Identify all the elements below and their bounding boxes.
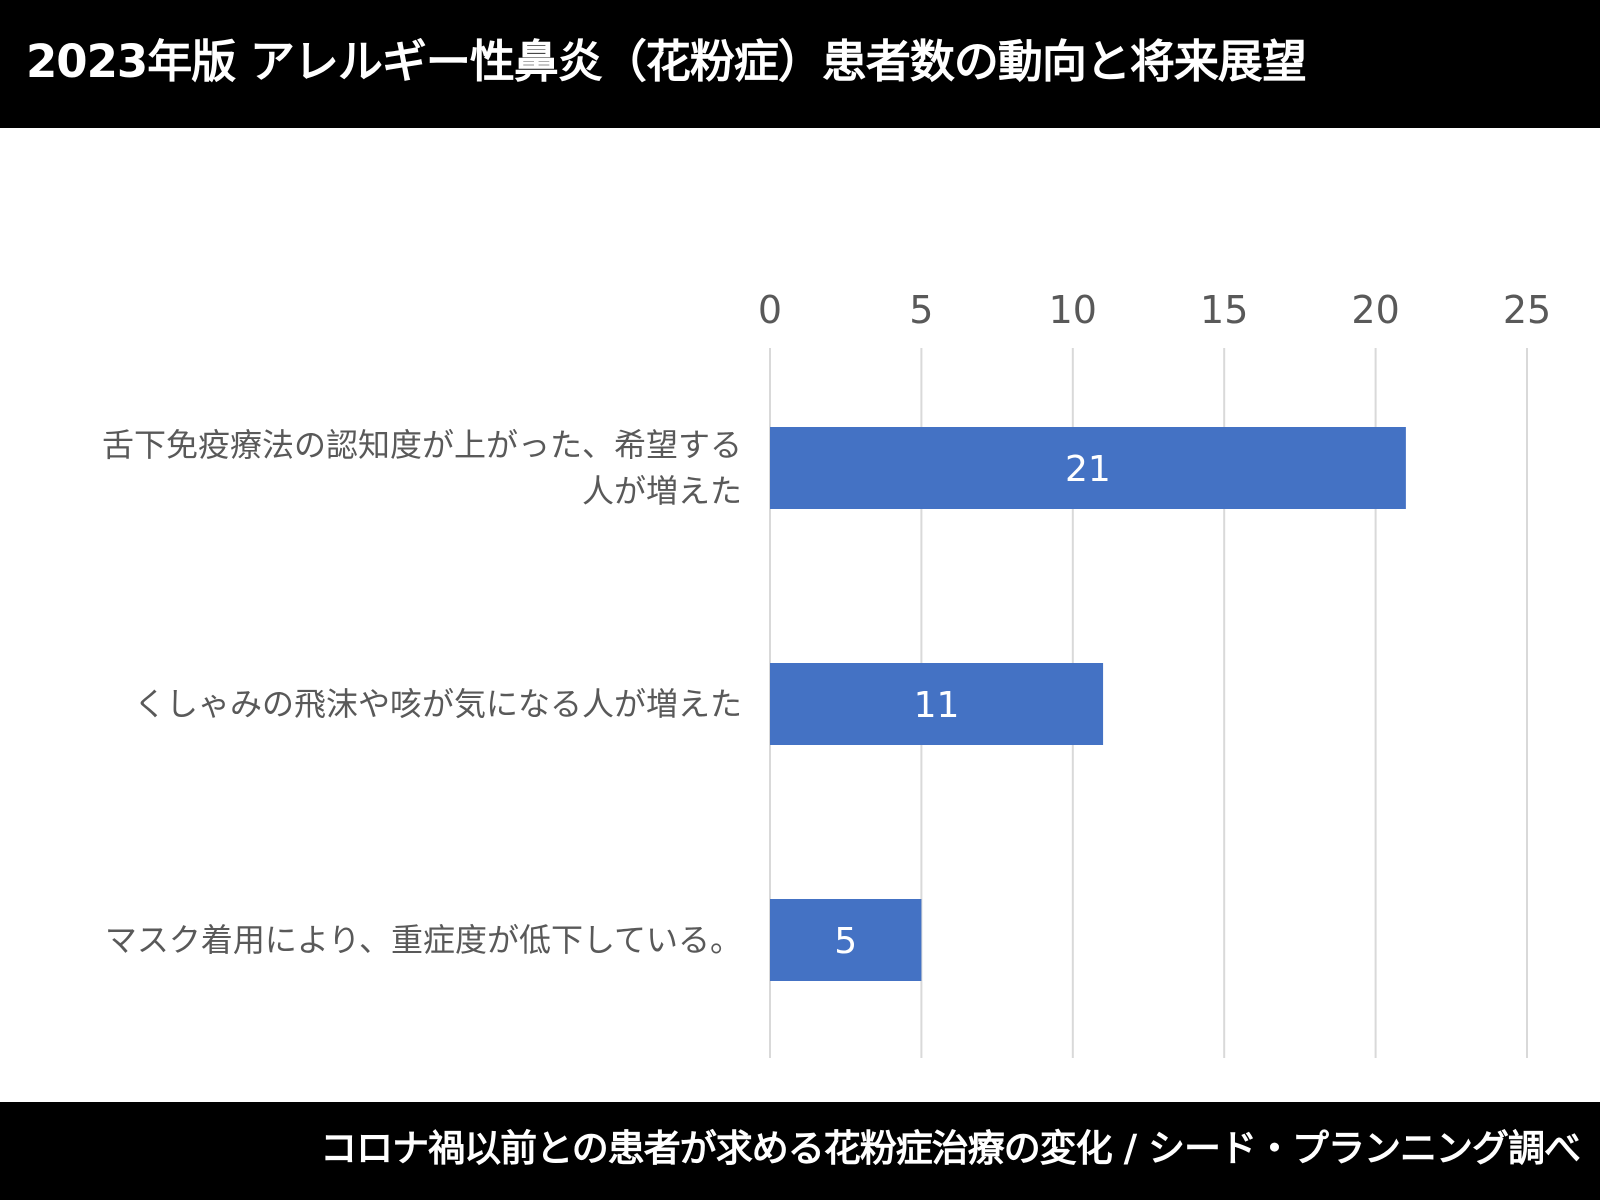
category-label-3-line-1: マスク着用により、重症度が低下している。 bbox=[105, 921, 742, 959]
category-label-1: 舌下免疫療法の認知度が上がった、希望する人が増えた bbox=[102, 426, 742, 510]
x-tick-label-25: 25 bbox=[1503, 288, 1551, 332]
x-tick-label-15: 15 bbox=[1200, 288, 1248, 332]
bar-chart: 0 5 10 15 20 25 21 舌下免疫療法の認知度が上がった、希望する人が増えた 11 く… bbox=[102, 288, 1551, 1058]
x-tick-label-5: 5 bbox=[909, 288, 933, 332]
bar-2 bbox=[770, 663, 1104, 745]
data-label-1: 21 bbox=[1065, 449, 1111, 490]
chart-title: 2023年版 アレルギー性鼻炎（花粉症）患者数の動向と将来展望 bbox=[26, 35, 1307, 88]
x-tick-label-20: 20 bbox=[1351, 288, 1399, 332]
data-label-2: 11 bbox=[914, 685, 960, 726]
data-label-3: 5 bbox=[834, 921, 857, 962]
category-label-1-line-1: 舌下免疫療法の認知度が上がった、希望する bbox=[102, 426, 742, 464]
category-label-2: くしゃみの飛沫や咳が気になる人が増えた bbox=[134, 685, 742, 723]
footer-bar: コロナ禍以前との患者が求める花粉症治療の変化 / シード・プランニング調べ bbox=[0, 1102, 1600, 1200]
category-label-2-line-1: くしゃみの飛沫や咳が気になる人が増えた bbox=[134, 685, 742, 723]
category-label-1-line-2: 人が増えた bbox=[582, 472, 742, 510]
category-label-3: マスク着用により、重症度が低下している。 bbox=[105, 921, 742, 959]
bar-3 bbox=[770, 899, 922, 981]
source-caption: コロナ禍以前との患者が求める花粉症治療の変化 / シード・プランニング調べ bbox=[320, 1127, 1581, 1170]
plot-area: 0 5 10 15 20 25 21 舌下免疫療法の認知度が上がった、希望する人が増えた 11 く… bbox=[0, 128, 1600, 1102]
x-tick-label-0: 0 bbox=[758, 288, 782, 332]
bar-1 bbox=[770, 427, 1406, 509]
x-tick-label-10: 10 bbox=[1049, 288, 1097, 332]
header-bar: 2023年版 アレルギー性鼻炎（花粉症）患者数の動向と将来展望 bbox=[0, 0, 1600, 128]
